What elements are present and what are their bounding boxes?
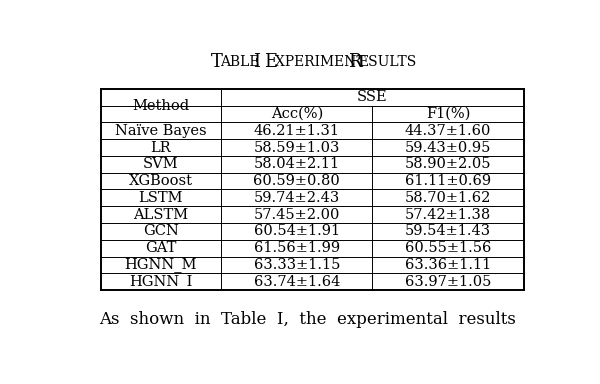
Text: GCN: GCN bbox=[143, 224, 179, 238]
Text: 59.74±2.43: 59.74±2.43 bbox=[254, 191, 340, 205]
Text: 61.56±1.99: 61.56±1.99 bbox=[254, 241, 340, 255]
Text: ESULTS: ESULTS bbox=[359, 55, 417, 70]
Text: HGNN_I: HGNN_I bbox=[129, 274, 193, 289]
Text: 59.54±1.43: 59.54±1.43 bbox=[405, 224, 491, 238]
Text: I: I bbox=[254, 53, 267, 71]
Text: LR: LR bbox=[151, 141, 171, 155]
Text: 60.59±0.80: 60.59±0.80 bbox=[253, 174, 340, 188]
Text: 46.21±1.31: 46.21±1.31 bbox=[254, 124, 340, 138]
Text: SSE: SSE bbox=[357, 90, 388, 104]
Text: HGNN_M: HGNN_M bbox=[125, 257, 197, 272]
Text: Acc(%): Acc(%) bbox=[271, 107, 323, 121]
Text: XGBoost: XGBoost bbox=[129, 174, 193, 188]
Text: ABLE: ABLE bbox=[220, 55, 265, 70]
Text: As  shown  in  Table  I,  the  experimental  results: As shown in Table I, the experimental re… bbox=[99, 311, 516, 328]
Text: 57.42±1.38: 57.42±1.38 bbox=[405, 208, 491, 222]
Text: LSTM: LSTM bbox=[139, 191, 183, 205]
Text: E: E bbox=[265, 53, 277, 71]
Text: 60.54±1.91: 60.54±1.91 bbox=[254, 224, 340, 238]
Text: F1(%): F1(%) bbox=[426, 107, 470, 121]
Text: 58.59±1.03: 58.59±1.03 bbox=[254, 141, 340, 155]
Text: SVM: SVM bbox=[143, 157, 179, 171]
Text: T: T bbox=[211, 53, 223, 71]
Text: R: R bbox=[348, 53, 362, 71]
Text: 58.90±2.05: 58.90±2.05 bbox=[405, 157, 491, 171]
Text: 60.55±1.56: 60.55±1.56 bbox=[405, 241, 491, 255]
Text: Naïve Bayes: Naïve Bayes bbox=[115, 124, 206, 138]
Text: 61.11±0.69: 61.11±0.69 bbox=[405, 174, 491, 188]
Text: 44.37±1.60: 44.37±1.60 bbox=[405, 124, 491, 138]
Text: 57.45±2.00: 57.45±2.00 bbox=[254, 208, 340, 222]
Text: Method: Method bbox=[133, 99, 190, 113]
Text: 59.43±0.95: 59.43±0.95 bbox=[405, 141, 491, 155]
Text: GAT: GAT bbox=[145, 241, 176, 255]
Text: ALSTM: ALSTM bbox=[133, 208, 188, 222]
Text: 63.97±1.05: 63.97±1.05 bbox=[405, 275, 491, 289]
Text: 58.04±2.11: 58.04±2.11 bbox=[254, 157, 340, 171]
Text: 63.36±1.11: 63.36±1.11 bbox=[405, 258, 491, 272]
Text: 63.74±1.64: 63.74±1.64 bbox=[254, 275, 340, 289]
Text: XPERIMENT: XPERIMENT bbox=[275, 55, 370, 70]
Text: 63.33±1.15: 63.33±1.15 bbox=[254, 258, 340, 272]
Text: 58.70±1.62: 58.70±1.62 bbox=[405, 191, 491, 205]
